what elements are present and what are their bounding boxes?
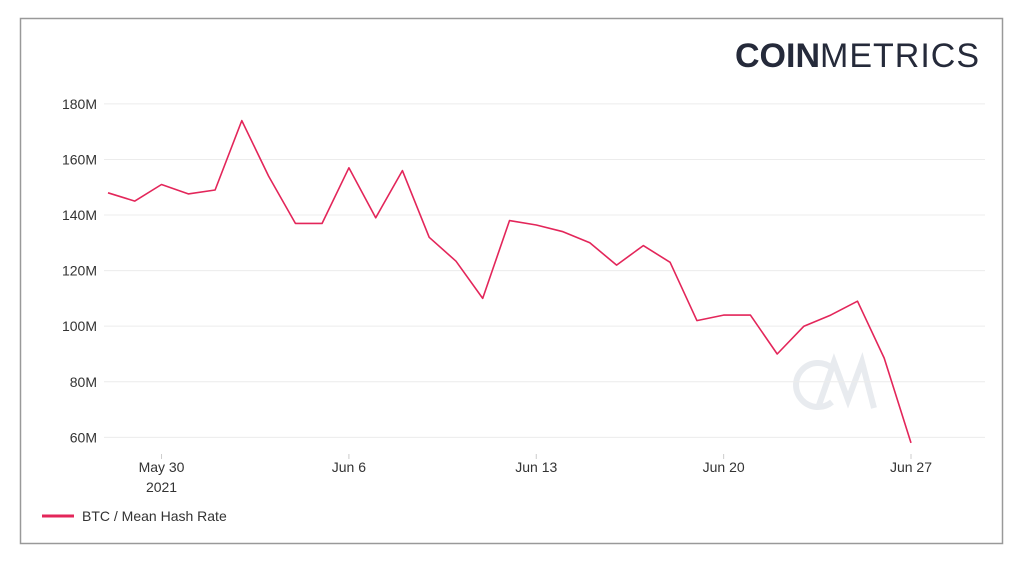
y-tick-label: 80M xyxy=(70,374,97,390)
y-tick-label: 60M xyxy=(70,429,97,445)
data-line xyxy=(107,119,912,444)
x-tick-label: Jun 20 xyxy=(703,459,745,475)
x-tick-label: May 30 xyxy=(139,459,185,475)
legend-label: BTC / Mean Hash Rate xyxy=(82,508,227,524)
y-tick-label: 160M xyxy=(62,151,97,167)
x-tick-label: Jun 6 xyxy=(332,459,366,475)
logo-light: METRICS xyxy=(820,37,980,75)
y-tick-label: 180M xyxy=(62,96,97,112)
x-tick-label: Jun 27 xyxy=(890,459,932,475)
y-tick-label: 140M xyxy=(62,207,97,223)
logo-bold: COIN xyxy=(735,37,820,75)
x-tick-label: Jun 13 xyxy=(515,459,557,475)
logo: COINMETRICS xyxy=(735,37,980,75)
y-tick-label: 100M xyxy=(62,318,97,334)
x-tick-year: 2021 xyxy=(146,479,177,495)
y-tick-label: 120M xyxy=(62,263,97,279)
watermark xyxy=(793,351,877,410)
watermark-c xyxy=(793,360,834,410)
frame xyxy=(19,17,1004,545)
watermark-m xyxy=(815,351,877,409)
